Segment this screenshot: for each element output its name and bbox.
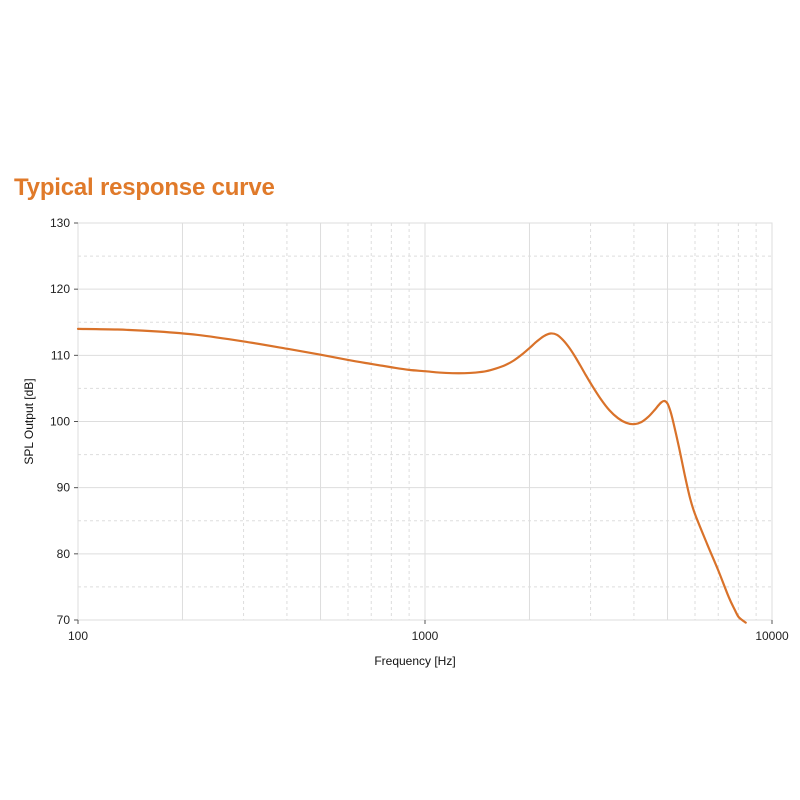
x-tick-label: 1000 <box>412 629 439 643</box>
y-tick-label: 120 <box>50 282 70 296</box>
chart-title: Typical response curve <box>14 174 275 201</box>
y-tick-label: 90 <box>57 481 71 495</box>
y-tick-label: 80 <box>57 547 71 561</box>
y-tick-label: 130 <box>50 216 70 230</box>
x-tick-label: 10000 <box>755 629 789 643</box>
response-curve-line <box>76 327 747 624</box>
y-axis-label: SPL Output [dB] <box>22 378 36 464</box>
axis-ticks: 70 80 90 100 110 120 130 100 1000 10000 <box>50 216 789 643</box>
y-tick-label: 100 <box>50 415 70 429</box>
x-axis-label: Frequency [Hz] <box>374 654 455 668</box>
x-tick-label: 100 <box>68 629 88 643</box>
y-tick-label: 110 <box>51 348 70 362</box>
grid-lines <box>77 222 773 621</box>
y-tick-label: 70 <box>57 613 71 627</box>
